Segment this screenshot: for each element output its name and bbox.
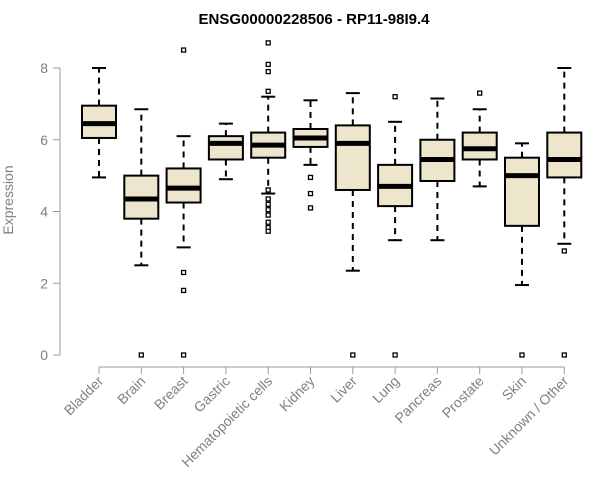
y-axis-title: Expression: [0, 165, 16, 234]
box-prostate: [461, 90, 498, 188]
box-breast: [165, 47, 202, 358]
box-hematopoietic-cells: [250, 40, 287, 234]
outlier-point: [265, 196, 271, 202]
x-tick-label: Breast: [151, 373, 191, 413]
outlier-point: [265, 40, 271, 46]
box-brain: [123, 108, 160, 358]
x-tick-label: Skin: [499, 373, 530, 404]
outlier-point: [265, 207, 271, 213]
outlier-point: [392, 352, 398, 358]
x-tick-label: Lung: [369, 373, 402, 406]
y-tick-label: 6: [40, 132, 48, 148]
iqr-box: [207, 135, 244, 161]
outlier-point: [265, 228, 271, 234]
box-kidney: [292, 99, 329, 211]
iqr-box: [334, 124, 371, 191]
outlier-point: [180, 352, 187, 358]
outlier-point: [265, 88, 271, 94]
x-tick-label: Liver: [327, 373, 360, 406]
box-unknown-other: [546, 67, 583, 358]
y-tick-label: 8: [40, 60, 48, 76]
outlier-point: [265, 219, 271, 225]
outlier-point: [307, 205, 314, 211]
outlier-point: [180, 47, 187, 53]
box-skin: [504, 142, 540, 358]
box-gastric: [207, 122, 244, 181]
x-tick-label: Prostate: [439, 373, 487, 421]
y-tick-label: 2: [40, 275, 48, 291]
box-pancreas: [419, 97, 456, 242]
box-liver: [334, 92, 371, 358]
x-tick-label: Kidney: [276, 373, 318, 415]
outlier-point: [561, 248, 567, 254]
x-tick-label: Unknown / Other: [486, 373, 572, 459]
outlier-point: [350, 352, 356, 358]
outlier-point: [265, 68, 271, 75]
box-series: [81, 40, 583, 358]
iqr-box: [461, 131, 498, 161]
y-axis: 0 2 4 6 8: [40, 60, 61, 363]
outlier-point: [561, 352, 567, 358]
outlier-point: [307, 190, 314, 197]
iqr-box: [504, 156, 540, 227]
outlier-point: [265, 61, 271, 68]
outlier-point: [265, 187, 271, 193]
outlier-point: [265, 212, 271, 218]
chart-title: ENSG00000228506 - RP11-98I9.4: [199, 11, 431, 28]
outlier-point: [519, 352, 525, 358]
outlier-point: [138, 352, 144, 358]
x-tick-label: Pancreas: [391, 373, 444, 426]
outlier-point: [180, 287, 187, 294]
y-tick-label: 0: [40, 347, 48, 363]
y-tick-label: 4: [40, 204, 48, 220]
x-tick-label: Bladder: [61, 373, 107, 419]
outlier-point: [392, 94, 398, 100]
box-lung: [377, 94, 414, 358]
outlier-point: [265, 201, 271, 207]
outlier-point: [307, 174, 314, 181]
iqr-box: [165, 167, 202, 204]
box-bladder: [81, 67, 117, 179]
iqr-box: [546, 131, 583, 179]
outlier-point: [180, 269, 187, 276]
outlier-point: [477, 90, 483, 96]
x-tick-label: Brain: [114, 373, 148, 407]
